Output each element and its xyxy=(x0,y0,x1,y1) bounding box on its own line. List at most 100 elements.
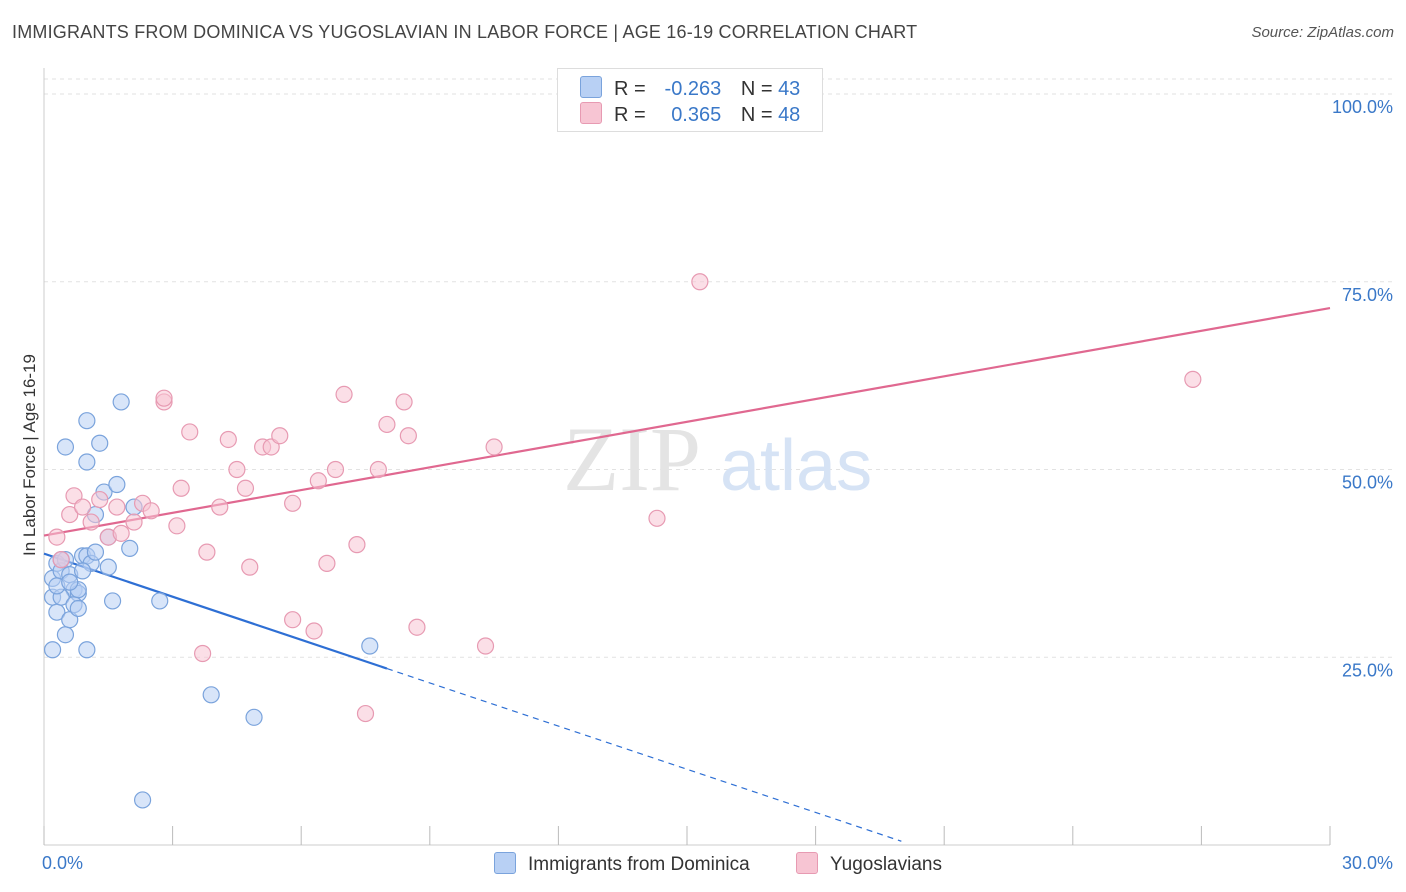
legend-n-label: N = xyxy=(740,104,773,126)
yugoslavian-point xyxy=(318,554,336,572)
yugoslavian-point xyxy=(108,498,126,516)
source-credit: Source: ZipAtlas.com xyxy=(1251,24,1394,41)
yugoslavian-point xyxy=(219,430,237,449)
dominica-point xyxy=(78,412,96,430)
legend-row-yugoslavians: R = 0.365 N = 48 xyxy=(580,102,800,126)
yugoslavian-point xyxy=(142,502,160,520)
dominica-point xyxy=(133,791,152,809)
bottom-legend-yugoslavians: Yugoslavians xyxy=(796,852,942,876)
y-tick-label: 75.0% xyxy=(1342,285,1393,305)
y-tick-label: 50.0% xyxy=(1342,473,1393,493)
yugoslavian-point xyxy=(648,509,666,527)
yugoslavian-trend-line xyxy=(43,306,1331,537)
yugoslavian-point xyxy=(112,524,130,542)
yugoslavian-point xyxy=(125,513,143,531)
yugoslavian-point xyxy=(399,427,417,445)
dominica-point xyxy=(56,438,75,456)
yugoslavian-point xyxy=(241,558,259,576)
dominica-point xyxy=(73,562,92,580)
yugoslavian-point xyxy=(284,494,302,512)
dominica-point xyxy=(112,393,130,411)
yugoslavian-point xyxy=(91,490,109,509)
legend-n-value: 43 xyxy=(778,78,801,100)
dominica-point xyxy=(99,558,117,576)
yugoslavian-point xyxy=(356,704,375,723)
yugoslavian-point xyxy=(168,517,186,535)
dominica-point xyxy=(56,626,75,644)
y-tick-label: 25.0% xyxy=(1342,660,1393,680)
yugoslavian-point xyxy=(48,528,66,546)
yugoslavian-point xyxy=(408,618,426,636)
dominica-point xyxy=(61,573,79,591)
legend-row-dominica: R = -0.263 N = 43 xyxy=(580,76,800,100)
yugoslavian-point xyxy=(194,644,212,663)
yugoslavian-point xyxy=(172,479,190,497)
yugoslavian-point xyxy=(73,498,92,516)
dominica-trend-extension xyxy=(386,667,902,842)
yugoslavian-point xyxy=(236,479,255,497)
yugoslavian-point xyxy=(305,622,323,640)
yugoslavian-point xyxy=(198,543,216,561)
yugoslavian-point xyxy=(335,385,353,404)
watermark: ZIP atlas xyxy=(563,408,872,510)
trend-lines xyxy=(43,306,1331,842)
y-axis-title: In Labor Force | Age 16-19 xyxy=(20,354,39,556)
bottom-legend-label: Yugoslavians xyxy=(830,854,942,875)
yugoslavian-point xyxy=(485,438,503,456)
legend-swatch-blue xyxy=(580,76,602,98)
dominica-point xyxy=(91,434,109,452)
yugoslavian-point xyxy=(52,551,70,569)
dominica-point xyxy=(69,599,87,618)
yugoslavian-point xyxy=(61,505,79,524)
yugoslavian-point xyxy=(476,637,495,655)
yugoslavian-point xyxy=(1184,370,1202,388)
legend-r-label: R = xyxy=(614,78,646,100)
yugoslavian-point xyxy=(228,460,246,479)
dominica-point xyxy=(78,453,96,471)
bottom-legend-label: Immigrants from Dominica xyxy=(528,854,750,875)
yugoslavian-point xyxy=(181,423,199,441)
watermark-atlas: atlas xyxy=(720,426,872,506)
yugoslavian-point xyxy=(309,472,327,490)
legend-swatch-pink xyxy=(580,102,602,124)
axis-labels: In Labor Force | Age 16-19 25.0% 50.0% 75.… xyxy=(20,97,1393,873)
dominica-point xyxy=(245,708,263,726)
yugoslavian-point xyxy=(395,393,413,411)
legend-r-value: 0.365 xyxy=(671,104,722,126)
dominica-point xyxy=(108,475,126,494)
legend-r-value: -0.263 xyxy=(664,78,722,100)
yugoslavian-point xyxy=(155,389,173,407)
bottom-legend-swatch-pink xyxy=(796,852,818,874)
legend-n-label: N = xyxy=(740,78,773,100)
legend-r-label: R = xyxy=(614,104,646,126)
y-tick-label: 100.0% xyxy=(1332,97,1393,117)
chart-title: IMMIGRANTS FROM DOMINICA VS YUGOSLAVIAN … xyxy=(12,22,918,42)
yugoslavian-point xyxy=(211,498,229,516)
dominica-trend-line xyxy=(43,552,388,670)
yugoslavian-point xyxy=(369,460,387,479)
yugoslavian-point xyxy=(82,513,100,531)
x-tick-label: 30.0% xyxy=(1342,853,1393,873)
yugoslavian-point xyxy=(326,460,345,479)
dominica-point xyxy=(78,641,96,659)
legend-n-value: 48 xyxy=(778,104,801,126)
yugoslavian-point xyxy=(271,427,289,445)
yugoslavian-point xyxy=(348,536,366,554)
watermark-zip: ZIP xyxy=(563,408,701,510)
x-tick-label: 0.0% xyxy=(42,853,83,873)
yugoslavian-point xyxy=(691,273,709,291)
dominica-point xyxy=(43,641,62,659)
dominica-point xyxy=(202,686,220,704)
dominica-point xyxy=(86,543,105,561)
yugoslavian-point xyxy=(378,415,396,434)
dominica-point xyxy=(103,592,122,610)
bottom-legend-dominica: Immigrants from Dominica xyxy=(494,852,750,876)
axes xyxy=(43,68,1331,846)
dominica-point xyxy=(151,592,169,610)
yugoslavian-point xyxy=(284,611,302,629)
data-points xyxy=(43,85,1202,809)
bottom-legend-swatch-blue xyxy=(494,852,516,874)
dominica-point xyxy=(121,539,139,557)
correlation-legend: R = -0.263 N = 43 R = 0.365 N = 48 xyxy=(557,68,823,132)
